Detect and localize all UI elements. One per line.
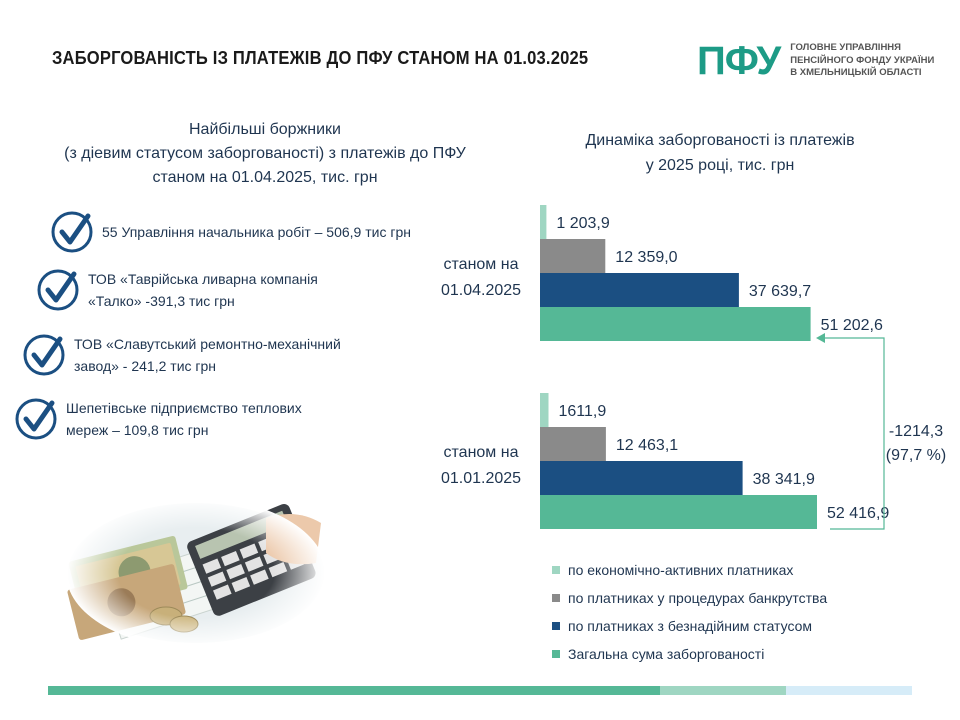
chart-title-line: у 2025 році, тис. грн xyxy=(645,157,795,174)
chart-title-line: Динаміка заборгованості із платежів xyxy=(585,132,855,149)
debtor-text: Шепетівське підприємство теплових мереж … xyxy=(66,397,302,441)
legend-swatch xyxy=(552,594,560,602)
legend-label: по платниках у процедурах банкрутства xyxy=(568,590,828,606)
check-circle-icon xyxy=(15,398,57,440)
data-label: 52 416,9 xyxy=(827,505,889,522)
debtor-line: ТОВ «Славутський ремонтно-механічний xyxy=(74,336,341,352)
data-label: 38 341,9 xyxy=(753,471,815,488)
debtor-item: ТОВ «Славутський ремонтно-механічний зав… xyxy=(22,333,341,377)
data-label: 37 639,7 xyxy=(749,283,811,300)
debtor-text: 55 Управління начальника робіт – 506,9 т… xyxy=(102,221,411,243)
change-annotation: (97,7 %) xyxy=(886,447,946,464)
pfu-logo-text: ГОЛОВНЕ УПРАВЛІННЯ ПЕНСІЙНОГО ФОНДУ УКРА… xyxy=(790,42,950,80)
legend-item: по платниках у процедурах банкрутства xyxy=(552,584,827,612)
check-circle-icon xyxy=(51,211,93,253)
debtor-line: «Талко» -391,3 тис грн xyxy=(88,293,235,309)
chart-bar xyxy=(540,495,817,529)
footer-bar-segment xyxy=(660,686,786,695)
category-label: станом на xyxy=(444,256,519,273)
legend-swatch xyxy=(552,650,560,658)
footer-bar-segment xyxy=(48,686,660,695)
debtors-heading: Найбільші боржники (з діевим статусом за… xyxy=(20,118,510,190)
debtor-line: мереж – 109,8 тис грн xyxy=(66,422,209,438)
legend-swatch xyxy=(552,566,560,574)
debtor-item: Шепетівське підприємство теплових мереж … xyxy=(14,397,302,441)
data-label: 51 202,6 xyxy=(821,317,883,334)
chart-bar xyxy=(540,307,811,341)
data-label: 12 463,1 xyxy=(616,437,678,454)
legend-item: по економічно-активних платниках xyxy=(552,556,827,584)
chart-bar xyxy=(540,461,743,495)
legend-swatch xyxy=(552,622,560,630)
chart-bar xyxy=(540,273,739,307)
category-label: 01.04.2025 xyxy=(441,282,521,299)
pfu-logo-mark: ПФУ xyxy=(697,39,781,83)
debtor-line: ТОВ «Таврійська ливарна компанія xyxy=(88,271,318,287)
change-annotation: -1214,3 xyxy=(889,423,943,440)
debtor-text: ТОВ «Славутський ремонтно-механічний зав… xyxy=(74,333,341,377)
check-circle-icon xyxy=(23,334,65,376)
legend-item: Загальна сума заборгованості xyxy=(552,640,827,668)
chart-title: Динаміка заборгованості із платежів у 20… xyxy=(530,128,910,178)
legend-label: по платниках з безнадійним статусом xyxy=(568,618,813,634)
debtor-item: 55 Управління начальника робіт – 506,9 т… xyxy=(50,210,411,254)
legend-item: по платниках з безнадійним статусом xyxy=(552,612,827,640)
money-calculator-image xyxy=(66,498,326,648)
data-label: 1611,9 xyxy=(559,403,607,420)
debtors-heading-line: станом на 01.04.2025, тис. грн xyxy=(152,169,378,186)
data-label: 1 203,9 xyxy=(556,215,609,232)
data-label: 12 359,0 xyxy=(615,249,677,266)
logo-line: ПЕНСІЙНОГО ФОНДУ УКРАЇНИ xyxy=(790,54,935,66)
page-title: ЗАБОРГОВАНІСТЬ ІЗ ПЛАТЕЖІВ ДО ПФУ СТАНОМ… xyxy=(52,48,589,68)
logo-line: ГОЛОВНЕ УПРАВЛІННЯ xyxy=(790,42,901,54)
footer-bar-segment xyxy=(786,686,912,695)
chart-legend: по економічно-активних платниках по платн… xyxy=(552,556,827,668)
legend-label: Загальна сума заборгованості xyxy=(568,646,765,662)
debtor-text: ТОВ «Таврійська ливарна компанія «Талко»… xyxy=(88,268,318,312)
chart-bar xyxy=(540,205,547,239)
chart-bar xyxy=(540,427,606,461)
debtors-heading-line: (з діевим статусом заборгованості) з пла… xyxy=(64,145,466,162)
debtors-heading-line: Найбільші боржники xyxy=(189,121,341,138)
chart-bar xyxy=(540,393,549,427)
arrow-head-icon xyxy=(816,333,825,343)
change-connector xyxy=(822,337,885,530)
logo-line: В ХМЕЛЬНИЦЬКІЙ ОБЛАСТІ xyxy=(790,67,922,79)
debtor-item: ТОВ «Таврійська ливарна компанія «Талко»… xyxy=(36,268,318,312)
chart-bar xyxy=(540,239,606,273)
legend-label: по економічно-активних платниках xyxy=(568,562,794,578)
debtor-line: завод» - 241,2 тис грн xyxy=(74,358,217,374)
pfu-logo: ПФУ ГОЛОВНЕ УПРАВЛІННЯ ПЕНСІЙНОГО ФОНДУ … xyxy=(697,40,950,82)
check-circle-icon xyxy=(37,269,79,311)
category-label: станом на xyxy=(444,444,519,461)
debtor-line: 55 Управління начальника робіт – 506,9 т… xyxy=(102,224,411,240)
debtor-line: Шепетівське підприємство теплових xyxy=(66,400,302,416)
category-label: 01.01.2025 xyxy=(441,470,521,487)
